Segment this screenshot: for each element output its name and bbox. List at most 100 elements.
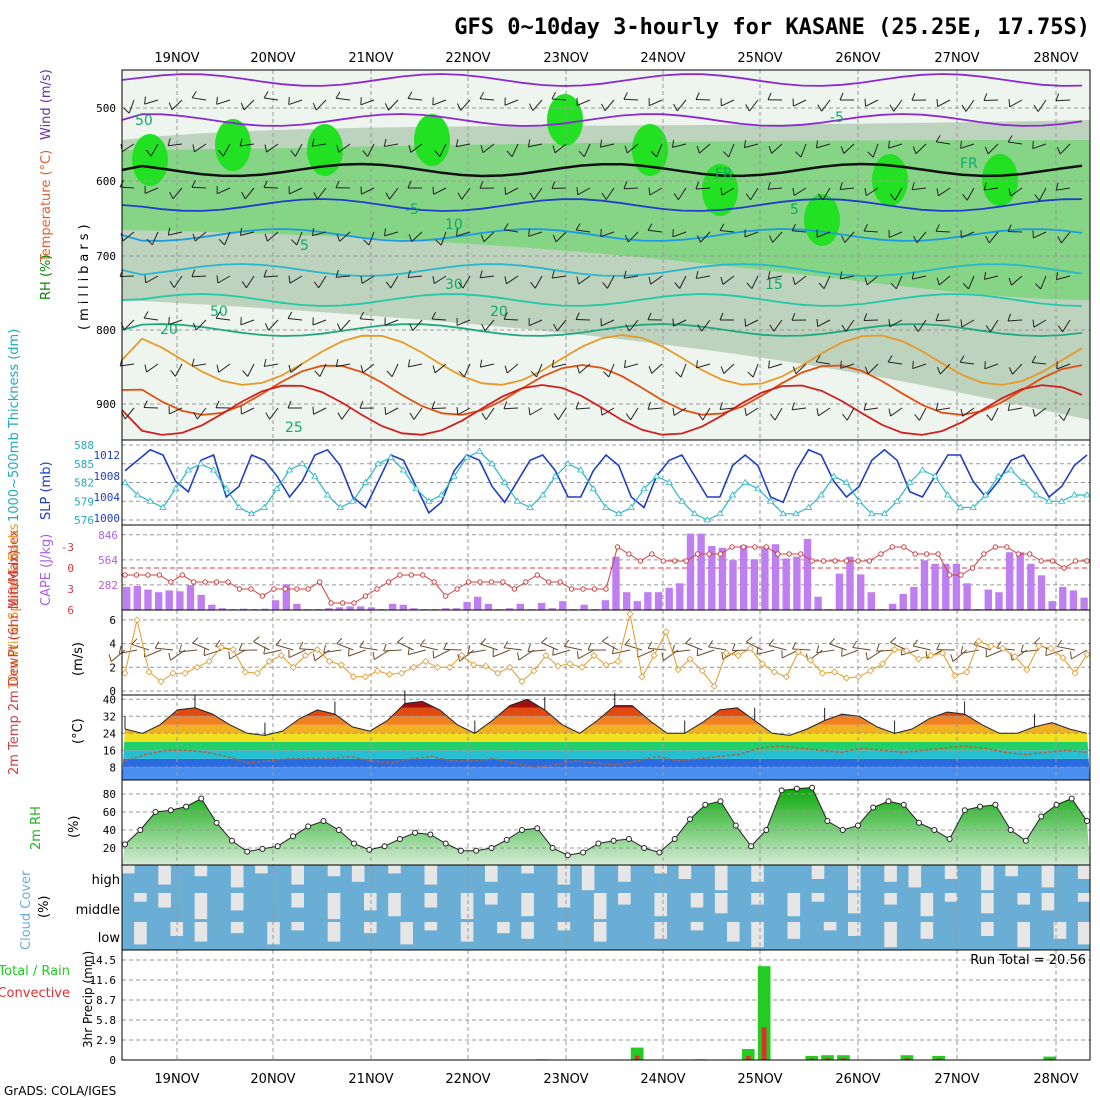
wind-barb (443, 642, 462, 651)
rh-line (124, 787, 1088, 856)
upper-barb-7-9-flag (337, 412, 343, 420)
thickness-point (121, 478, 129, 485)
rh-point (381, 843, 388, 850)
pressure-tick-1: 600 (96, 175, 116, 188)
cape-bar (846, 556, 854, 610)
li-point (557, 579, 563, 585)
cloud-gap (751, 865, 764, 882)
upper-barb-3-36 (985, 231, 999, 244)
precip-bar (757, 966, 771, 1060)
wind-barb (372, 649, 390, 660)
cape-bar (899, 594, 907, 610)
upper-barb-5-35 (960, 319, 975, 328)
wind-barb (457, 649, 475, 662)
upper-barb-1-5-shaft (240, 143, 255, 147)
thickness-point (868, 509, 876, 517)
upper-barb-6-37 (1008, 363, 1023, 375)
upper-barb-7-11 (384, 406, 399, 416)
upper-barb-3-31-shaft (863, 230, 879, 233)
upper-barb-4-1-shaft (145, 275, 159, 284)
thickness-point (817, 491, 825, 498)
thickness-tick-2: 582 (74, 477, 94, 490)
upper-barb-0-17 (529, 99, 543, 111)
wind-barb (563, 639, 583, 651)
wind-point (951, 672, 959, 680)
upper-barb-1-13-shaft (439, 143, 447, 157)
rh-point (900, 801, 907, 808)
li-point (523, 579, 529, 585)
wind-point (614, 657, 622, 665)
upper-barb-4-34-flag (936, 277, 940, 286)
upper-barb-3-9 (336, 231, 351, 242)
wind-barb-flag (517, 652, 520, 661)
upper-barb-6-29 (815, 355, 831, 365)
upper-barb-0-9-shaft (336, 97, 351, 101)
upper-barb-1-28-flag (795, 151, 802, 158)
upper-barb-2-38-flag (1034, 194, 1040, 201)
upper-barb-6-26-shaft (752, 363, 759, 378)
li-point (637, 558, 644, 564)
upper-barb-6-13 (432, 363, 447, 374)
upper-barb-7-30-shaft (846, 407, 855, 421)
wind-barb (624, 638, 643, 651)
upper-barb-0-8 (312, 99, 327, 111)
cape-bar (910, 586, 918, 610)
upper-barb-1-37-shaft (1008, 141, 1023, 145)
upper-barb-0-29 (817, 99, 831, 112)
upper-barb-1-21 (624, 143, 639, 154)
upper-barb-7-15 (481, 407, 495, 420)
upper-barb-7-2 (168, 406, 183, 415)
cloud-gap (424, 893, 438, 908)
upper-barb-4-26-flag (746, 282, 753, 289)
thickness-tick-1: 585 (74, 458, 94, 471)
upper-barb-7-33-flag (914, 414, 920, 421)
upper-barb-1-4 (218, 143, 231, 157)
upper-barb-3-25 (719, 223, 735, 233)
upper-barb-1-5-flag (239, 138, 243, 147)
rh-point (412, 829, 419, 836)
thickness-point (602, 503, 610, 510)
upper-barb-5-10 (359, 311, 375, 321)
rh-point (946, 836, 953, 842)
upper-barb-0-12 (407, 91, 423, 101)
upper-barb-5-18 (553, 319, 567, 332)
thickness-point (361, 478, 370, 485)
upper-barb-1-1-shaft (150, 143, 159, 157)
upper-barb-1-15-shaft (482, 143, 495, 154)
upper-barb-4-33 (911, 271, 927, 280)
upper-barb-2-26-shaft (750, 187, 759, 201)
upper-barb-4-12-shaft (408, 275, 423, 278)
rh-point (137, 827, 144, 833)
wind-point (1011, 653, 1019, 661)
upper-barb-0-29-shaft (821, 99, 831, 112)
upper-barb-6-34-shaft (939, 363, 951, 375)
upper-barb-7-38-shaft (1034, 407, 1047, 417)
rh-point (335, 827, 342, 833)
upper-barb-4-32 (890, 275, 903, 290)
cloud-gap (364, 922, 377, 934)
upper-barb-4-33-flag (911, 271, 915, 280)
cloud-gap (327, 865, 341, 877)
upper-barb-3-33-flag (913, 235, 918, 243)
thickness-point (374, 459, 382, 467)
cloud-gap (787, 893, 801, 917)
upper-barb-0-2-flag (168, 102, 173, 110)
cloud-gap (364, 893, 377, 911)
upper-barb-1-38-flag (1032, 140, 1034, 149)
cloud-gap (460, 893, 474, 920)
temp-band-3 (122, 741, 1090, 751)
precip-conv-bar (936, 1058, 942, 1060)
wind-barb-flag (587, 642, 592, 651)
wind-barb (348, 648, 366, 657)
rh-tick-3: 20 (103, 842, 116, 855)
upper-barb-3-6-flag (264, 233, 268, 242)
cloud-gap (424, 922, 438, 931)
thickness-point (349, 497, 357, 504)
wind-barb (841, 648, 859, 657)
upper-barb-6-19 (576, 363, 591, 374)
cloud-gap (1017, 922, 1030, 948)
wind-barb-flag (1070, 651, 1072, 660)
cloud-gap (1017, 893, 1030, 905)
upper-barb-4-20-shaft (606, 275, 615, 289)
wind-barb-shaft (612, 649, 631, 655)
